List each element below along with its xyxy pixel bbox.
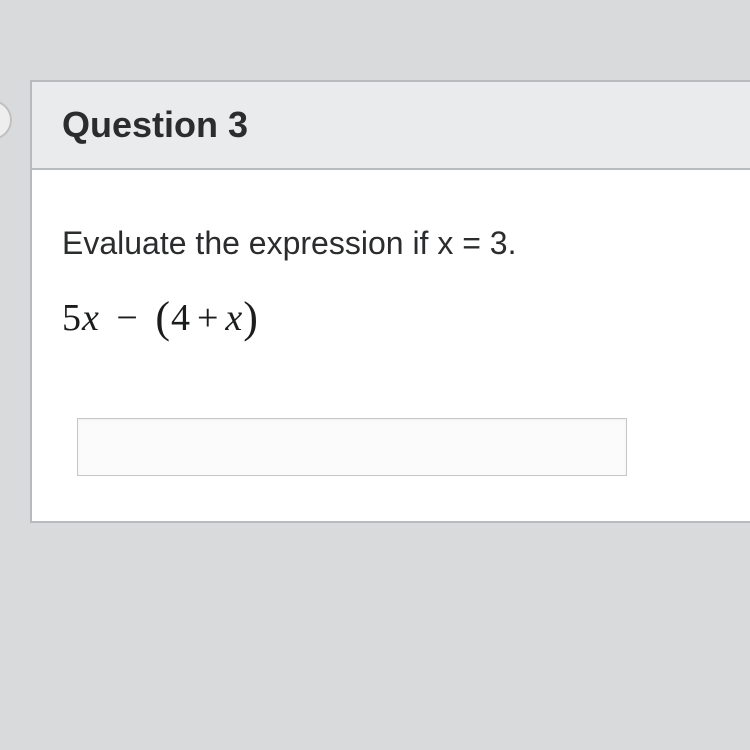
prev-indicator[interactable] xyxy=(0,100,12,140)
right-paren: ) xyxy=(243,293,259,342)
question-body: Evaluate the expression if x = 3. 5x − (… xyxy=(32,170,750,521)
question-header: Question 3 xyxy=(32,82,750,170)
question-title: Question 3 xyxy=(62,104,720,146)
question-instruction: Evaluate the expression if x = 3. xyxy=(62,225,720,262)
math-expression: 5x − (4+x) xyxy=(62,292,720,343)
minus-operator: − xyxy=(116,297,138,339)
variable-x2: x xyxy=(225,297,243,339)
left-paren: ( xyxy=(155,293,171,342)
answer-input[interactable] xyxy=(77,418,627,476)
question-card: Question 3 Evaluate the expression if x … xyxy=(30,80,750,523)
coefficient: 5 xyxy=(62,297,82,339)
constant: 4 xyxy=(171,297,191,339)
plus-operator: + xyxy=(197,297,219,339)
variable-x: x xyxy=(82,297,100,339)
